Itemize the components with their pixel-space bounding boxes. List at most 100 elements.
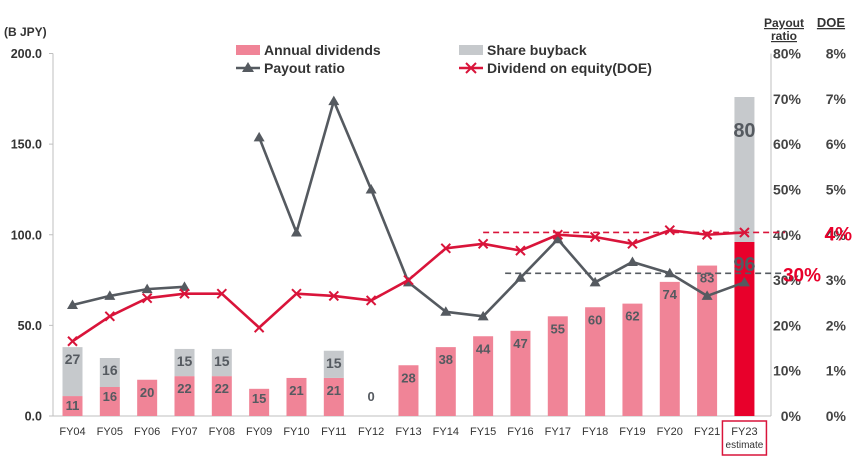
doe-point bbox=[477, 238, 489, 250]
legend-label: Share buyback bbox=[487, 42, 587, 58]
buyback-data-label: 27 bbox=[65, 351, 81, 367]
line-series bbox=[67, 95, 750, 347]
x-tick-label: FY15 bbox=[470, 426, 496, 438]
payout-tick-label: 10% bbox=[773, 363, 802, 379]
doe-point bbox=[365, 295, 377, 306]
legend-item: Dividend on equity(DOE) bbox=[459, 60, 652, 76]
doe-point bbox=[589, 231, 601, 243]
buyback-bar bbox=[62, 347, 83, 397]
payout-axis-header-line: Payout bbox=[764, 16, 804, 30]
doe-point bbox=[216, 288, 228, 299]
doe-tick-label: 7% bbox=[826, 91, 847, 107]
buyback-data-label: 80 bbox=[733, 120, 755, 142]
dividend-bar bbox=[286, 377, 307, 416]
left-axis-unit-label: (B JPY) bbox=[4, 25, 47, 39]
buyback-bar bbox=[734, 97, 755, 242]
legend-marker bbox=[465, 62, 477, 74]
doe-tick-label: 5% bbox=[826, 181, 847, 197]
payout-point bbox=[253, 131, 265, 142]
dividend-data-label: 28 bbox=[401, 370, 415, 385]
x-tick-label: FY12 bbox=[358, 426, 384, 438]
payout-tick-label: 20% bbox=[773, 317, 802, 333]
dividend-data-label: 38 bbox=[439, 352, 453, 367]
payout-axis-header-line: ratio bbox=[771, 29, 797, 43]
dividend-data-label: 22 bbox=[177, 381, 191, 396]
buyback-data-label: 15 bbox=[214, 353, 230, 369]
estimate-label: estimate bbox=[726, 440, 764, 451]
x-tick-label: FY04 bbox=[59, 426, 85, 438]
bar-data-labels: 11 27 16 16 20 22 15 22 15 15 21 21 15 0 28 38 44 47 55 60 6… bbox=[65, 120, 756, 413]
reference-label: 4% bbox=[825, 224, 853, 245]
payout-point bbox=[477, 310, 489, 321]
payout-point bbox=[365, 183, 377, 194]
dividend-data-label: 0 bbox=[368, 389, 375, 404]
x-tick-label: FY08 bbox=[209, 426, 235, 438]
buyback-data-label: 15 bbox=[326, 355, 342, 371]
legend-swatch bbox=[236, 45, 260, 55]
dividend-bar bbox=[510, 330, 531, 416]
doe-tick-label: 4% bbox=[826, 227, 847, 243]
legend-label: Payout ratio bbox=[264, 60, 345, 76]
legend-marker bbox=[242, 62, 254, 72]
dividend-data-label: 47 bbox=[513, 336, 527, 351]
x-tick-label: FY16 bbox=[507, 426, 533, 438]
payout-point bbox=[328, 95, 340, 106]
dividend-bar bbox=[697, 265, 718, 416]
legend-item: Payout ratio bbox=[236, 60, 345, 76]
left-tick-label: 200.0 bbox=[11, 47, 42, 61]
legend-item: Annual dividends bbox=[236, 42, 381, 58]
dividend-bar bbox=[622, 303, 643, 416]
payout-point bbox=[514, 272, 526, 282]
payout-tick-label: 60% bbox=[773, 136, 802, 152]
dividend-data-label: 22 bbox=[215, 381, 229, 396]
x-tick-label: FY13 bbox=[395, 426, 421, 438]
doe-point bbox=[440, 243, 452, 254]
legend-label: Annual dividends bbox=[264, 42, 381, 58]
x-tick-label: FY14 bbox=[433, 426, 459, 438]
dividend-bar bbox=[323, 377, 344, 416]
payout-point bbox=[141, 283, 153, 294]
doe-point bbox=[515, 245, 526, 256]
dividend-data-label: 16 bbox=[103, 389, 117, 404]
payout-point bbox=[440, 306, 452, 316]
doe-point bbox=[291, 288, 302, 299]
x-tick-label: FY19 bbox=[619, 426, 645, 438]
x-tick-label: FY23 bbox=[731, 426, 757, 438]
x-tick-label: FY21 bbox=[694, 426, 720, 438]
dividend-bar bbox=[659, 281, 680, 416]
dividend-bar bbox=[547, 316, 568, 416]
dividend-bar bbox=[398, 365, 419, 416]
doe-tick-label: 0% bbox=[826, 408, 847, 424]
doe-tick-label: 1% bbox=[826, 363, 847, 379]
x-tick-label: FY11 bbox=[321, 426, 346, 438]
dividend-bar bbox=[62, 396, 83, 416]
doe-tick-label: 2% bbox=[826, 317, 847, 333]
estimate-highlight-box bbox=[721, 420, 768, 456]
dividend-data-label: 11 bbox=[66, 398, 80, 413]
dividend-data-label: 15 bbox=[252, 391, 266, 406]
doe-point bbox=[403, 274, 414, 286]
buyback-data-label: 16 bbox=[102, 362, 118, 378]
x-tick-label: FY05 bbox=[97, 426, 123, 438]
reference-label: 30% bbox=[783, 265, 821, 286]
x-tick-label: FY18 bbox=[582, 426, 608, 438]
dividend-bar bbox=[99, 387, 120, 416]
dividend-data-label: 74 bbox=[663, 287, 678, 302]
doe-axis-header: DOE bbox=[817, 15, 846, 30]
dividend-data-label: 96 bbox=[733, 254, 755, 276]
dividend-bar bbox=[137, 379, 158, 416]
doe-point bbox=[67, 336, 78, 347]
dividend-data-label: 21 bbox=[289, 383, 303, 398]
left-tick-label: 50.0 bbox=[18, 319, 42, 333]
dividend-data-label: 83 bbox=[700, 271, 714, 286]
buyback-bar bbox=[211, 348, 232, 377]
payout-tick-label: 50% bbox=[773, 181, 802, 197]
x-tick-label: FY10 bbox=[283, 426, 309, 438]
payout-point bbox=[67, 299, 78, 309]
reference-lines: 4% 30% bbox=[483, 224, 852, 286]
payout-tick-label: 80% bbox=[773, 46, 802, 62]
buyback-data-label: 15 bbox=[177, 353, 193, 369]
dividend-data-label: 21 bbox=[327, 383, 341, 398]
payout-ratio-line bbox=[67, 95, 750, 321]
x-tick-label: FY07 bbox=[171, 426, 197, 438]
